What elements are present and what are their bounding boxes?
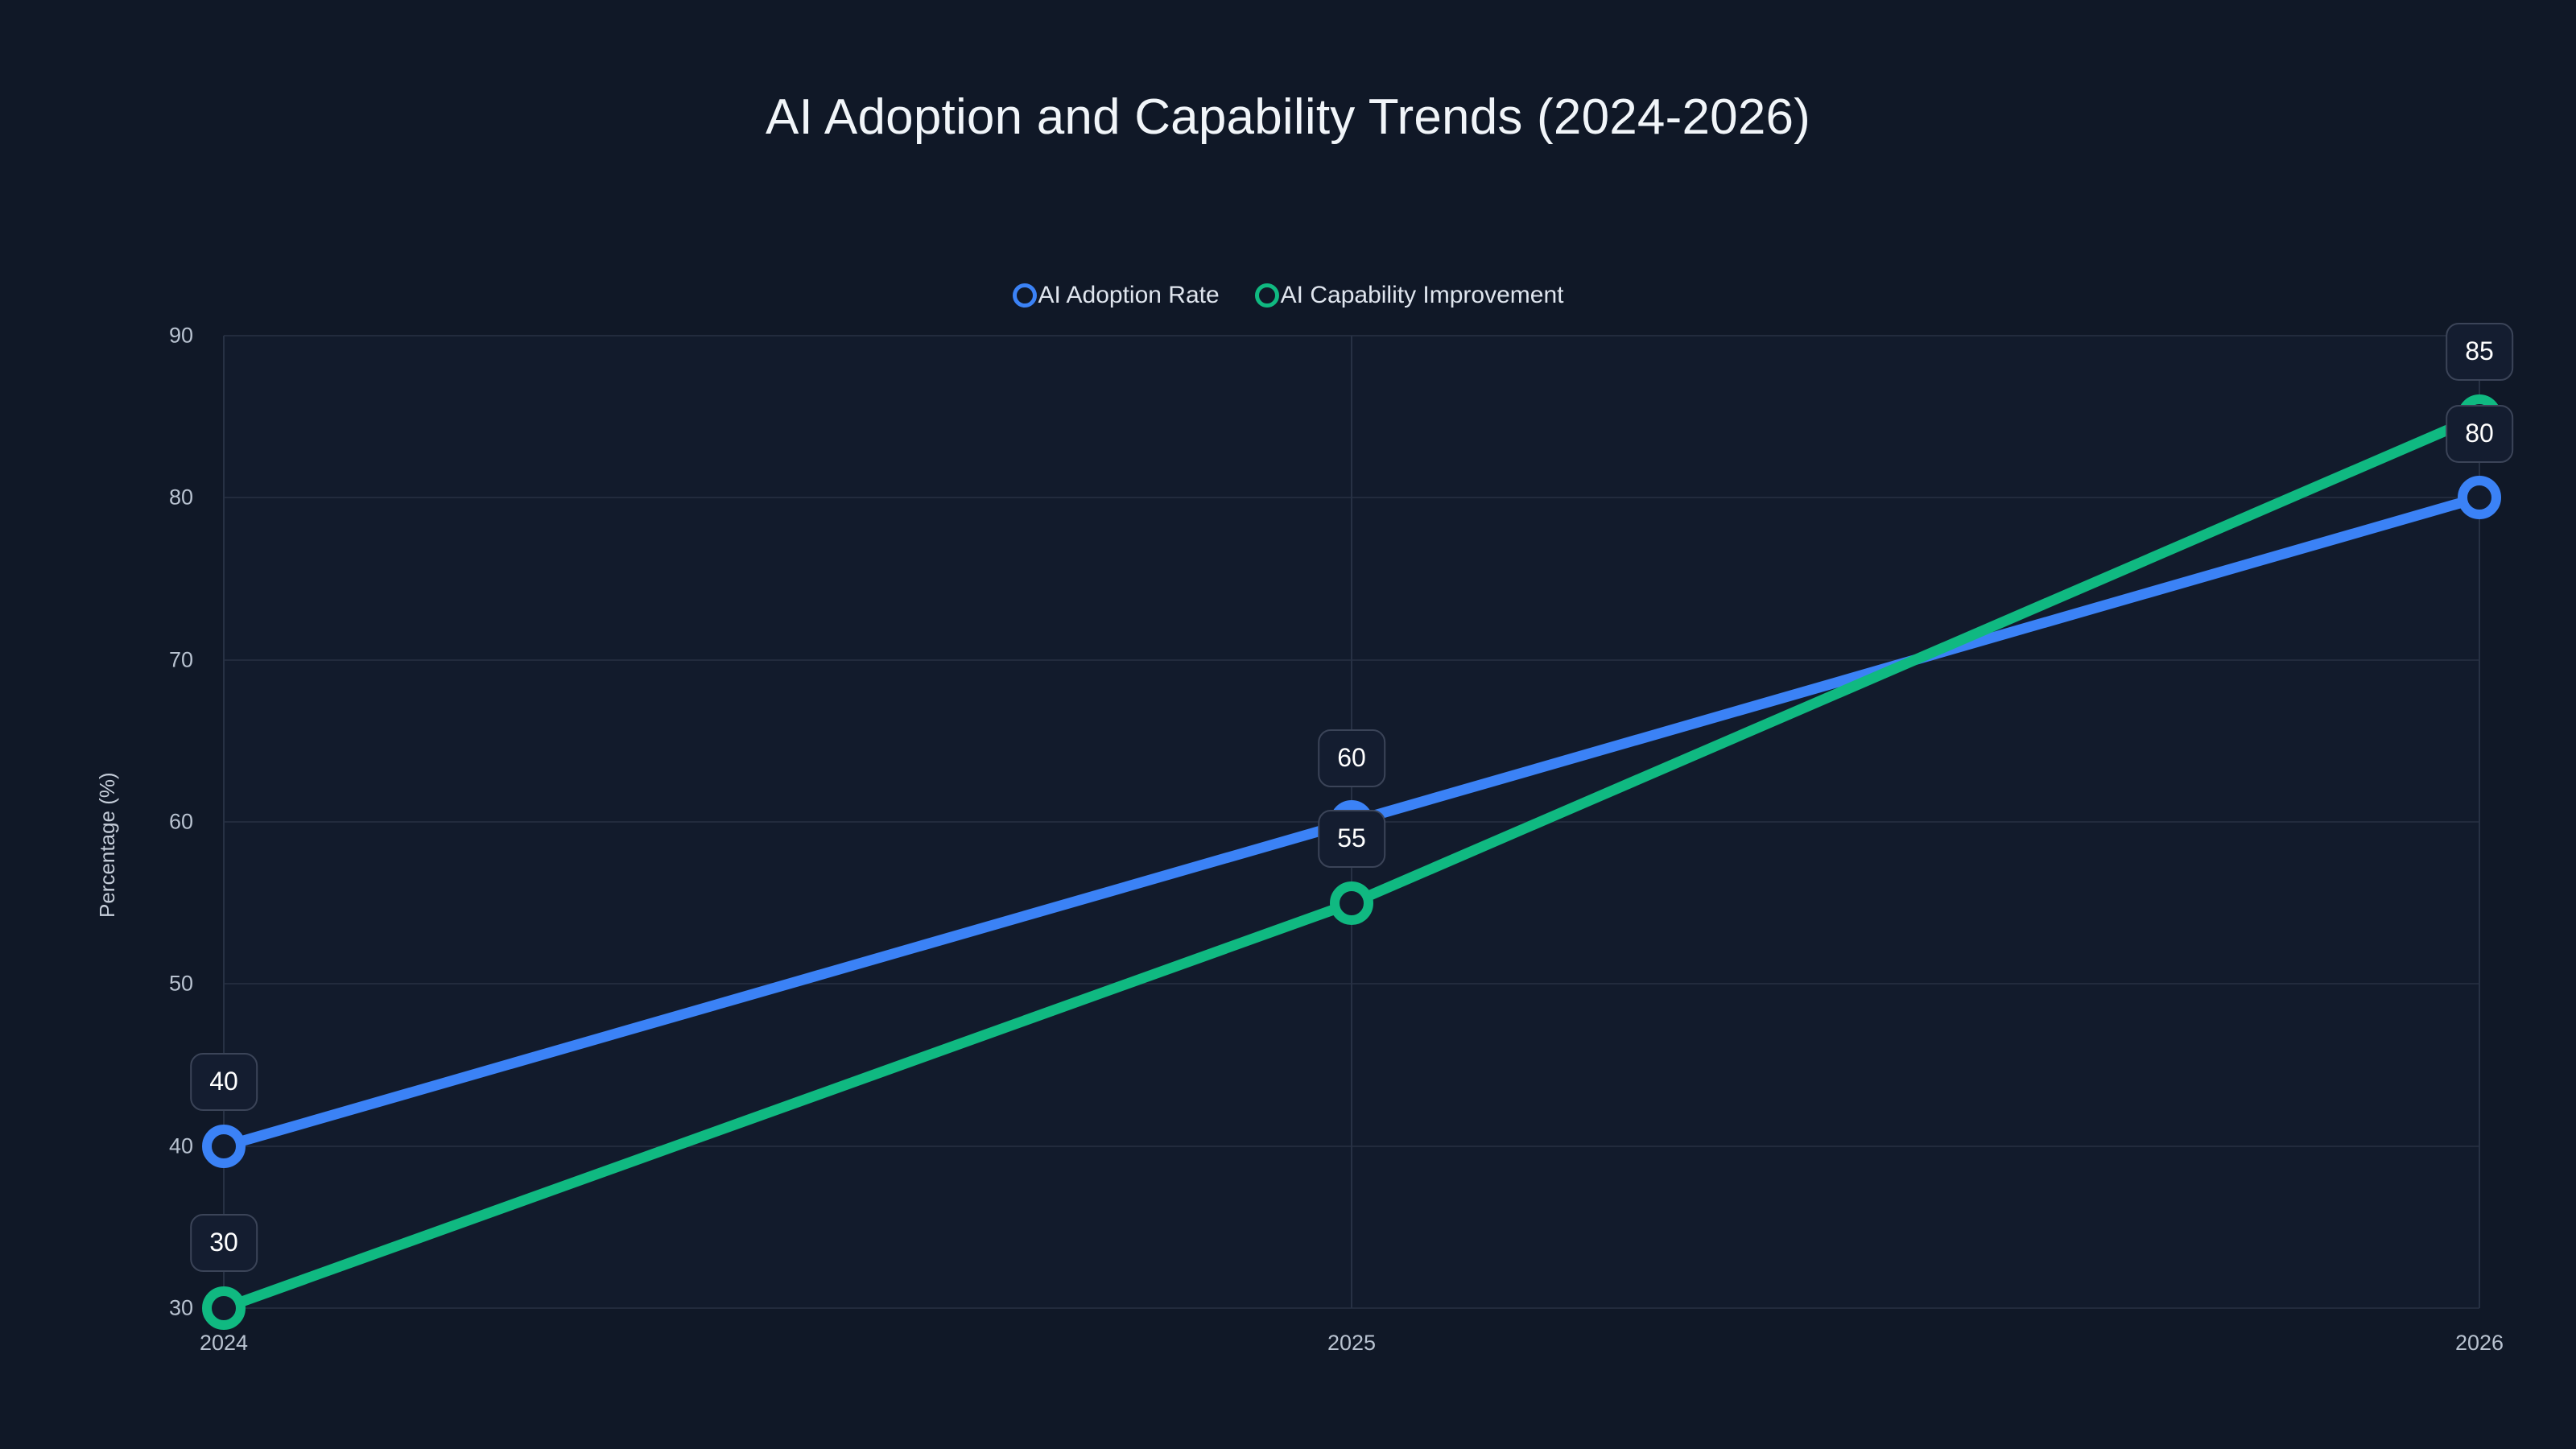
data-label-capability-2024: 30 xyxy=(190,1214,258,1272)
y-tick-90: 90 xyxy=(168,323,193,348)
y-tick-30: 30 xyxy=(168,1295,193,1320)
y-tick-40: 40 xyxy=(168,1133,193,1158)
y-tick-60: 60 xyxy=(168,809,193,834)
data-label-adoption-2026: 80 xyxy=(2446,405,2513,463)
y-tick-50: 50 xyxy=(168,971,193,996)
x-tick-2025: 2025 xyxy=(1327,1331,1377,1355)
y-tick-70: 70 xyxy=(168,647,193,672)
chart-title: AI Adoption and Capability Trends (2024-… xyxy=(765,89,1811,145)
data-point-capability-2024[interactable] xyxy=(202,1286,246,1330)
x-tick-2026: 2026 xyxy=(2454,1331,2504,1355)
data-label-adoption-2025: 60 xyxy=(1318,729,1385,787)
data-label-adoption-2024: 40 xyxy=(190,1053,258,1111)
data-label-capability-2025: 55 xyxy=(1318,810,1385,868)
data-point-adoption-2024[interactable] xyxy=(202,1125,246,1168)
x-tick-2024: 2024 xyxy=(199,1331,249,1355)
data-point-adoption-2026[interactable] xyxy=(2458,476,2501,519)
data-point-capability-2025[interactable] xyxy=(1330,881,1373,925)
data-label-capability-2026: 85 xyxy=(2446,323,2513,381)
y-tick-80: 80 xyxy=(168,485,193,510)
